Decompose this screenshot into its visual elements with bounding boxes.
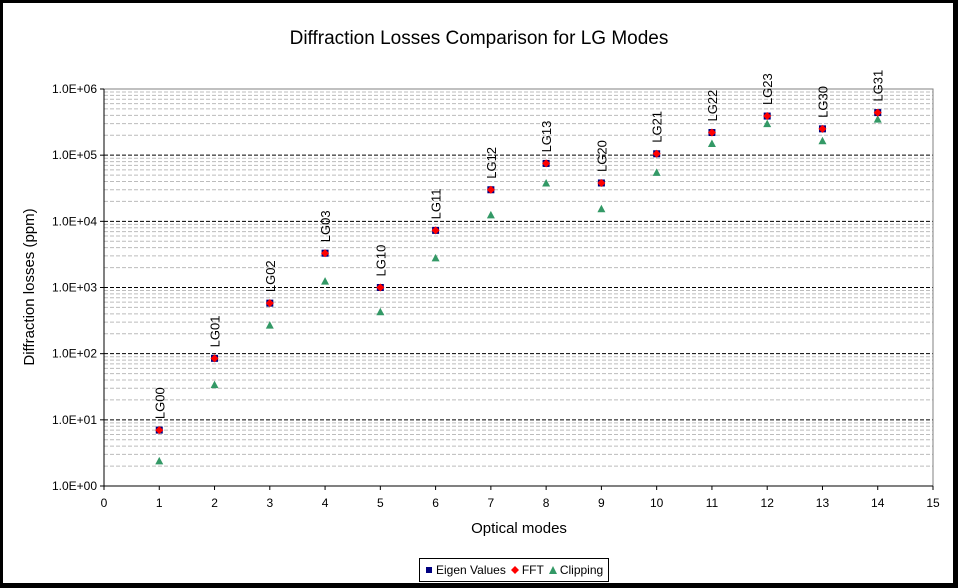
y-tick-label: 1.0E+06 xyxy=(52,82,97,96)
fft-point xyxy=(321,249,330,258)
fft-point xyxy=(431,226,440,235)
fft-point xyxy=(818,124,827,133)
x-tick-label: 12 xyxy=(761,496,775,510)
axes xyxy=(100,88,934,490)
x-tick-label: 3 xyxy=(266,496,273,510)
mode-data-label: LG22 xyxy=(705,90,720,122)
legend-label-clipping: Clipping xyxy=(559,563,604,577)
legend-label-fft: FFT xyxy=(521,563,544,577)
fft-point xyxy=(155,426,164,435)
mode-data-label: LG11 xyxy=(429,189,444,220)
clipping-point xyxy=(431,253,440,262)
fft-point xyxy=(873,108,882,117)
x-tick-label: 7 xyxy=(488,496,495,510)
mode-data-label: LG20 xyxy=(594,140,609,172)
x-tick-label: 14 xyxy=(871,496,885,510)
x-tick-label: 15 xyxy=(926,496,940,510)
tick-labels: 1.0E+00 1.0E+01 1.0E+02 1.0E+03 1.0E+04 1.0E+… xyxy=(52,82,940,510)
clipping-point xyxy=(321,277,330,285)
clipping-point xyxy=(818,136,827,145)
clipping-point xyxy=(376,307,385,316)
clipping-point xyxy=(763,119,772,128)
fft-point xyxy=(210,354,219,363)
clipping-point xyxy=(707,139,716,148)
mode-data-label: LG12 xyxy=(484,147,499,179)
x-tick-label: 4 xyxy=(322,496,329,510)
y-tick-label: 1.0E+00 xyxy=(52,479,97,493)
clipping-point xyxy=(265,321,274,329)
x-tick-label: 5 xyxy=(377,496,384,510)
clipping-point xyxy=(486,210,495,219)
clipping-point xyxy=(597,204,606,213)
data-marks xyxy=(155,108,882,465)
legend: Eigen Values FFT Clipping xyxy=(419,558,610,582)
fft-point xyxy=(486,185,495,194)
grid-lines xyxy=(104,88,933,467)
fft-point xyxy=(542,159,551,168)
x-tick-label: 9 xyxy=(598,496,605,510)
x-tick-label: 11 xyxy=(706,496,719,510)
clipping-point xyxy=(542,178,551,187)
chart-title: Diffraction Losses Comparison for LG Mod… xyxy=(290,28,669,49)
square-marker-icon xyxy=(426,567,432,573)
mode-data-label: LG13 xyxy=(539,121,554,153)
diamond-marker-icon xyxy=(510,566,519,574)
clipping-point xyxy=(652,168,661,176)
mode-data-label: LG30 xyxy=(815,86,830,118)
legend-item-eigen: Eigen Values xyxy=(425,563,506,577)
mode-data-label: LG31 xyxy=(871,70,886,102)
fft-point xyxy=(265,299,274,308)
fft-point xyxy=(763,112,772,121)
triangle-marker-icon xyxy=(548,566,557,574)
clipping-point xyxy=(155,456,164,465)
x-tick-label: 8 xyxy=(543,496,550,510)
legend-item-fft: FFT xyxy=(510,563,544,577)
y-tick-label: 1.0E+04 xyxy=(52,214,97,228)
x-tick-label: 2 xyxy=(211,496,218,510)
y-tick-label: 1.0E+02 xyxy=(52,347,97,361)
legend-item-clipping: Clipping xyxy=(548,563,604,577)
x-tick-label: 1 xyxy=(156,496,163,510)
clipping-point xyxy=(873,115,882,123)
mode-data-label: LG10 xyxy=(373,245,388,277)
y-axis-label: Diffraction losses (ppm) xyxy=(21,208,38,365)
x-tick-label: 0 xyxy=(101,496,108,510)
mode-data-label: LG00 xyxy=(152,387,167,419)
y-tick-label: 1.0E+03 xyxy=(52,281,97,295)
x-axis-label: Optical modes xyxy=(471,520,567,537)
legend-label-eigen: Eigen Values xyxy=(436,563,506,577)
point-labels: LG00 LG01 LG02 LG03 LG10 LG11 LG12 LG13 LG20 LG21… xyxy=(152,70,885,419)
mode-data-label: LG23 xyxy=(760,73,775,105)
fft-point xyxy=(707,128,716,137)
mode-data-label: LG02 xyxy=(263,260,278,292)
mode-data-label: LG21 xyxy=(650,111,665,143)
mode-data-label: LG03 xyxy=(318,210,333,242)
y-tick-label: 1.0E+05 xyxy=(52,148,97,162)
y-tick-label: 1.0E+01 xyxy=(52,413,97,427)
fft-point xyxy=(597,178,606,187)
fft-point xyxy=(652,149,661,158)
chart-svg: Diffraction Losses Comparison for LG Mod… xyxy=(21,28,940,537)
mode-data-label: LG01 xyxy=(208,316,223,348)
x-tick-label: 10 xyxy=(650,496,664,510)
x-tick-label: 13 xyxy=(816,496,830,510)
clipping-point xyxy=(210,380,219,389)
fft-point xyxy=(376,283,385,292)
x-tick-label: 6 xyxy=(432,496,439,510)
